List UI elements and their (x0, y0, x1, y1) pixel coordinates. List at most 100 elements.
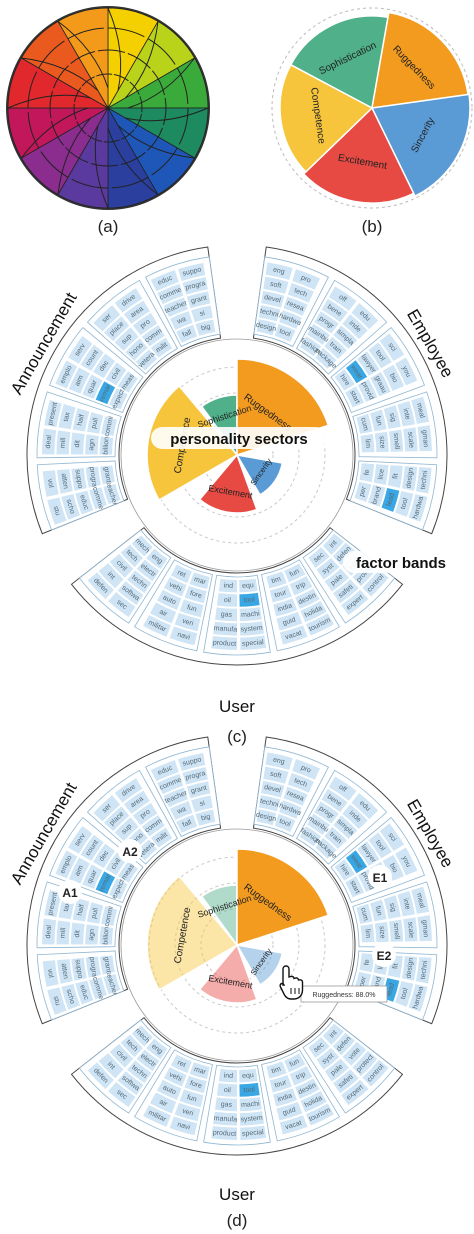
view-d-word-cell[interactable] (195, 809, 216, 826)
view-c-word-cell[interactable] (176, 324, 198, 343)
view-c-word-cell[interactable] (135, 349, 157, 371)
view-c-word-cell[interactable] (239, 578, 258, 593)
view-c-word-cell[interactable] (387, 465, 403, 488)
view-d-word-cell[interactable] (143, 1105, 171, 1127)
glyph-b-sector-excitement[interactable] (302, 106, 415, 204)
view-c-word-cell[interactable] (321, 298, 348, 323)
view-c-word-cell[interactable] (179, 599, 204, 618)
view-d-word-cell[interactable] (328, 776, 357, 801)
view-c-word-cell[interactable] (157, 283, 184, 305)
view-c-word-cell[interactable] (68, 336, 93, 364)
view-c-word-cell[interactable] (170, 564, 192, 584)
view-d-word-cell[interactable] (279, 800, 302, 819)
view-d-word-cell[interactable] (368, 832, 392, 859)
view-c-word-cell[interactable] (368, 342, 392, 369)
view-d-word-cell[interactable] (321, 788, 348, 813)
view-d-word-cell[interactable] (191, 795, 213, 813)
view-c-word-cell[interactable] (261, 290, 285, 308)
view-c-word-cell[interactable] (114, 288, 143, 313)
view-c-word-cell[interactable] (191, 305, 213, 323)
view-d-word-cell[interactable] (86, 902, 104, 924)
view-c-word-cell[interactable] (95, 381, 116, 405)
view-c-word-cell[interactable] (373, 464, 389, 486)
view-c-word-cell[interactable] (55, 360, 78, 389)
view-c-word-cell[interactable] (72, 408, 90, 432)
view-c-word-cell[interactable] (334, 369, 355, 391)
view-d-word-cell[interactable] (276, 1101, 303, 1121)
view-d-word-cell[interactable] (269, 1074, 292, 1093)
view-c-word-cell[interactable] (136, 559, 160, 582)
view-c-word-cell[interactable] (397, 400, 415, 427)
view-d-word-cell[interactable] (305, 1103, 334, 1126)
view-d-word-cell[interactable] (351, 793, 379, 820)
view-d-word-cell[interactable] (256, 809, 277, 826)
view-c-word-cell[interactable] (328, 286, 357, 311)
view-d-word-cell[interactable] (55, 850, 78, 879)
view-d-word-cell[interactable] (68, 826, 93, 854)
view-d-word-cell[interactable] (99, 926, 114, 945)
view-d-word-cell[interactable] (85, 956, 101, 978)
view-d-word-cell[interactable] (374, 921, 389, 943)
view-d-word-cell[interactable] (300, 1090, 327, 1113)
view-d-word-cell[interactable] (163, 1067, 187, 1087)
view-c-word-cell[interactable] (370, 409, 387, 432)
view-c-word-cell[interactable] (132, 312, 158, 336)
view-c-word-cell[interactable] (89, 487, 107, 510)
view-c-word-cell[interactable] (105, 362, 127, 386)
view-d-word-cell[interactable] (156, 1079, 182, 1100)
view-c-word-cell[interactable] (57, 469, 73, 494)
view-d-word-cell[interactable] (370, 899, 387, 922)
view-d-word-cell[interactable] (273, 1088, 298, 1107)
view-d-word-cell[interactable] (149, 1092, 177, 1114)
view-d-word-cell[interactable] (333, 815, 358, 839)
view-c-word-cell[interactable] (149, 602, 177, 624)
view-d-word-cell[interactable] (95, 871, 116, 895)
view-c-word-cell[interactable] (127, 570, 152, 594)
view-d-word-cell[interactable] (215, 1097, 237, 1112)
view-c-word-cell[interactable] (382, 364, 404, 391)
view-c-word-cell[interactable] (379, 333, 405, 361)
view-d-word-cell[interactable] (403, 917, 418, 942)
view-c-word-cell[interactable] (184, 585, 207, 604)
view-d-word-cell[interactable] (360, 923, 375, 943)
view-d-word-cell[interactable] (411, 886, 430, 914)
view-c-word-cell[interactable] (131, 535, 153, 557)
view-d-word-cell[interactable] (332, 1032, 355, 1056)
view-c-word-cell[interactable] (186, 291, 211, 309)
view-c-word-cell[interactable] (370, 371, 391, 397)
view-c-word-cell[interactable] (169, 626, 198, 646)
view-d-word-cell[interactable] (211, 1125, 237, 1140)
view-d-word-cell[interactable] (382, 854, 404, 881)
view-c-word-cell[interactable] (163, 297, 188, 318)
view-c-word-cell[interactable] (342, 314, 368, 340)
view-d-word-cell[interactable] (341, 1079, 369, 1106)
view-d-word-cell[interactable] (93, 795, 121, 822)
view-c-word-cell[interactable] (305, 613, 334, 636)
region-a1[interactable]: A1 (58, 880, 82, 904)
view-d-word-cell[interactable] (170, 1054, 192, 1074)
view-d-word-cell[interactable] (114, 778, 143, 803)
view-c-word-cell[interactable] (395, 491, 414, 517)
view-c-word-cell[interactable] (150, 337, 173, 358)
view-c-word-cell[interactable] (283, 296, 308, 316)
view-d-word-cell[interactable] (75, 980, 94, 1005)
view-c-word-cell[interactable] (118, 371, 138, 393)
view-d-word-cell[interactable] (176, 814, 198, 833)
view-d-word-cell[interactable] (218, 1068, 237, 1083)
view-c-word-cell[interactable] (341, 589, 369, 616)
view-d-word-cell[interactable] (415, 957, 432, 984)
view-c-word-cell[interactable] (403, 427, 418, 452)
view-c-word-cell[interactable] (44, 399, 62, 428)
view-d-word-cell[interactable] (274, 814, 296, 832)
view-c-word-cell[interactable] (58, 404, 76, 430)
view-c-word-cell[interactable] (265, 262, 293, 281)
view-c-sector-excitement[interactable] (198, 453, 258, 514)
view-d-word-cell[interactable] (239, 1068, 258, 1083)
view-c-word-cell[interactable] (85, 434, 99, 455)
view-d-word-cell[interactable] (240, 1125, 267, 1140)
view-c-word-cell[interactable] (123, 300, 150, 324)
view-c-word-cell[interactable] (351, 303, 379, 330)
view-c-word-cell[interactable] (178, 262, 206, 281)
view-d-sector-sincerity[interactable] (235, 943, 284, 986)
view-c-word-cell[interactable] (189, 572, 210, 590)
